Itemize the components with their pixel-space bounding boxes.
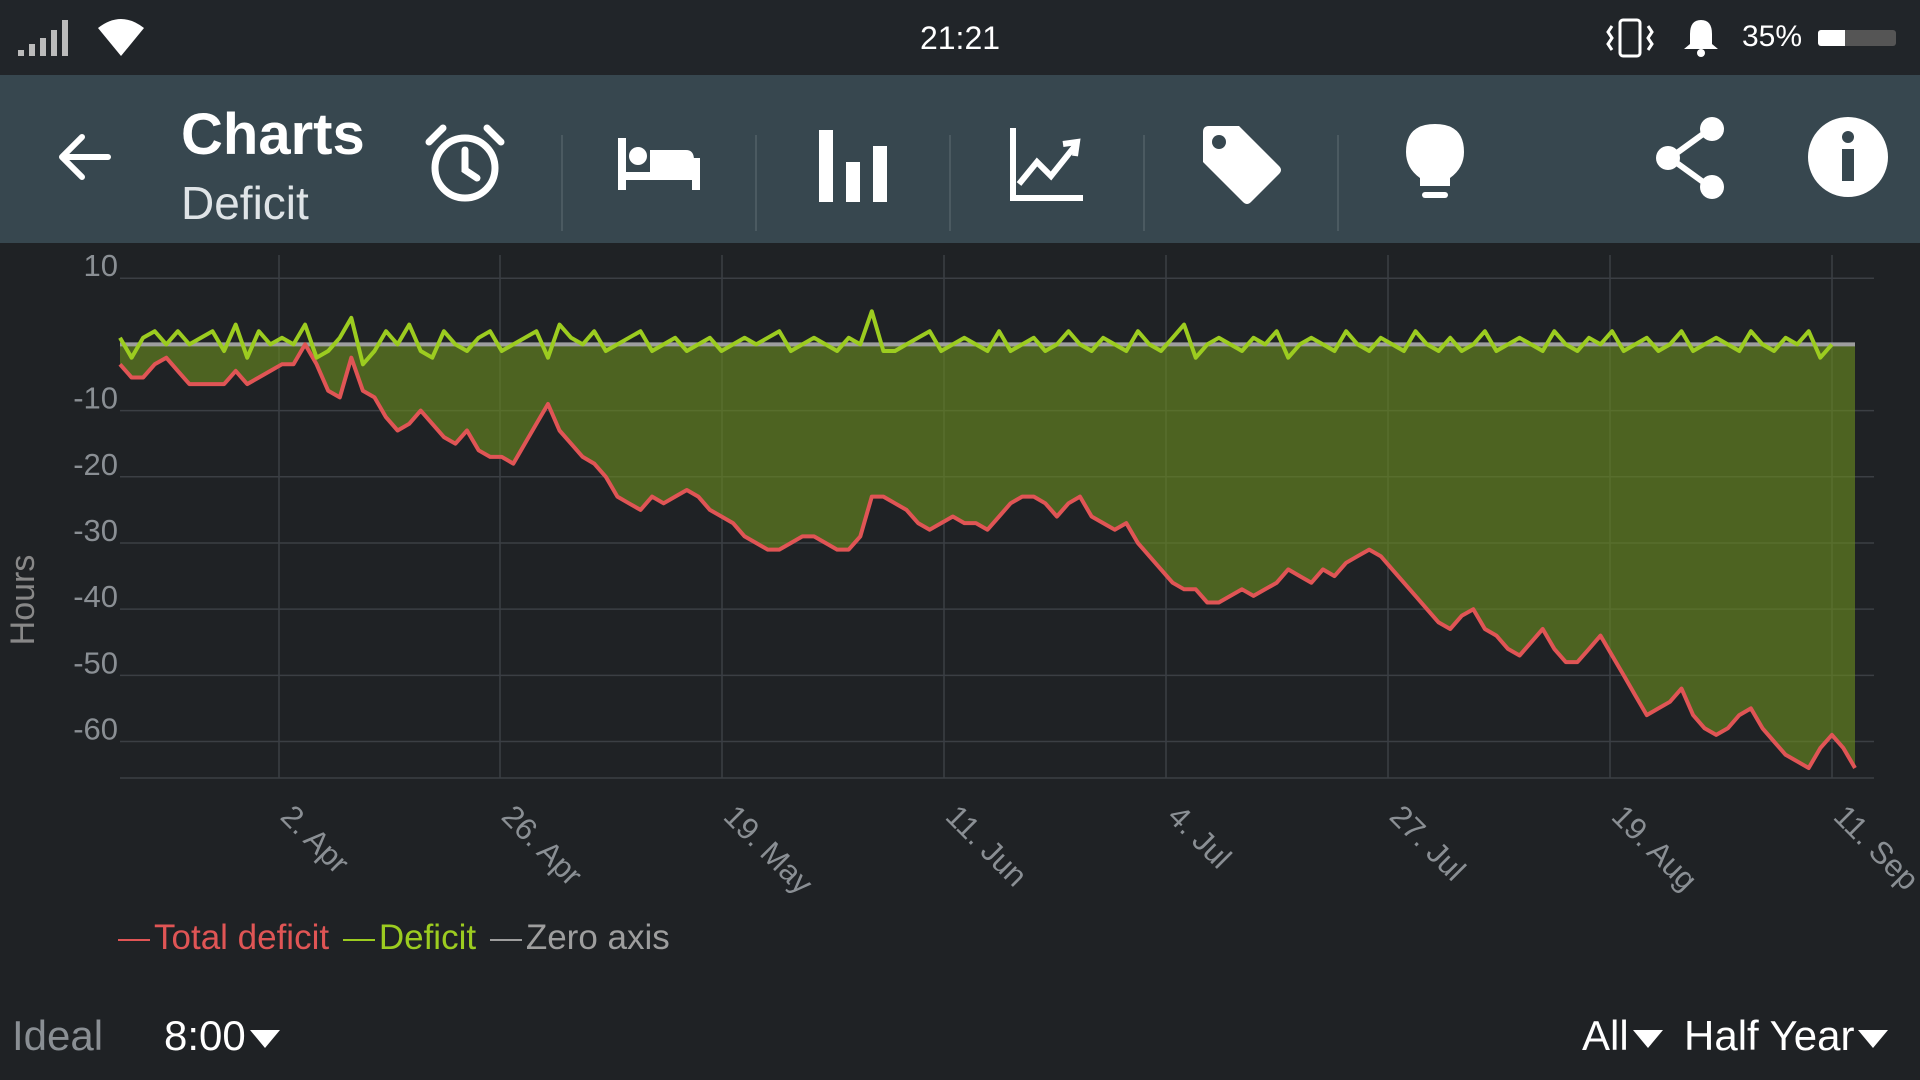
x-tick-label: 4. Jul (1161, 798, 1238, 875)
y-tick-label: -20 (73, 447, 118, 482)
alarm-clock-button[interactable] (417, 109, 513, 219)
dropdown-caret-icon (1858, 1029, 1889, 1048)
total-deficit-line (118, 342, 1857, 770)
x-tick-label: 2. Apr (274, 798, 356, 880)
ideal-value-dropdown[interactable]: 8:00 (164, 1012, 280, 1060)
x-tick-label: 11. Jun (939, 798, 1034, 893)
alarm-bell-icon (1684, 20, 1718, 57)
signal-icon (18, 20, 68, 56)
y-axis-label: Hours (4, 555, 42, 646)
alarm-clock-icon (425, 124, 505, 202)
x-tick-label: 19. May (717, 798, 820, 901)
y-tick-label: -60 (73, 712, 118, 747)
page-title: Charts (181, 102, 365, 167)
lightbulb-icon (1406, 124, 1464, 198)
toolbar-separator (561, 135, 563, 231)
legend-swatch-deficit (342, 938, 375, 941)
battery-icon (1818, 30, 1896, 46)
status-time: 21:21 (919, 20, 1001, 56)
range-value-text: Half Year (1684, 1012, 1855, 1059)
legend-swatch-zero (489, 938, 522, 941)
app-bar: Charts Deficit (0, 75, 1920, 243)
legend-swatch-total (118, 938, 150, 941)
legend-deficit: Deficit (378, 918, 477, 957)
legend-zero-axis: Zero axis (525, 918, 670, 957)
tag-button[interactable] (1193, 109, 1289, 219)
page-subtitle: Deficit (181, 177, 309, 229)
dropdown-caret-icon (249, 1029, 280, 1048)
legend-total-deficit: Total deficit (154, 918, 330, 957)
filter-value-text: All (1582, 1012, 1629, 1059)
bottom-bar: Ideal 8:00 All Half Year (0, 1000, 1920, 1080)
info-icon[interactable] (1806, 115, 1890, 199)
deficit-chart: 10 -10 -20 -30 -40 -50 -60 2. Apr 26. Apr 19. Ma… (4, 248, 1920, 901)
bar-chart-icon (819, 130, 887, 202)
y-tick-label: -50 (73, 645, 118, 680)
toolbar-separator (1337, 135, 1339, 231)
range-dropdown[interactable]: Half Year (1684, 1012, 1889, 1060)
y-tick-label: 10 (84, 248, 118, 283)
y-tick-label: -30 (73, 513, 118, 548)
x-tick-label: 26. Apr (495, 798, 589, 892)
x-tick-label: 27. Jul (1383, 798, 1472, 887)
tag-icon (1203, 126, 1281, 204)
bed-icon (618, 138, 700, 190)
deficit-line (118, 309, 1834, 367)
bed-button[interactable] (611, 109, 707, 219)
lightbulb-button[interactable] (1387, 109, 1483, 219)
y-tick-label: -10 (73, 381, 118, 416)
ideal-label: Ideal (12, 1012, 104, 1059)
deficit-fill-area (120, 344, 1855, 768)
toolbar-separator (949, 135, 951, 231)
wifi-icon (98, 19, 144, 56)
back-arrow-icon[interactable] (52, 125, 116, 189)
y-tick-label: -40 (73, 579, 118, 614)
status-bar: 21:21 35% (0, 0, 1920, 75)
ideal-value-text: 8:00 (164, 1012, 246, 1059)
trend-chart-button[interactable] (999, 109, 1095, 219)
bar-chart-button[interactable] (805, 109, 901, 219)
battery-text: 35% (1742, 20, 1803, 53)
x-tick-label: 11. Sep (1827, 798, 1920, 897)
x-tick-label: 19. Aug (1605, 798, 1704, 897)
share-icon[interactable] (1650, 115, 1730, 201)
dropdown-caret-icon (1632, 1029, 1663, 1048)
toolbar-separator (755, 135, 757, 231)
toolbar-separator (1143, 135, 1145, 231)
vibrate-icon (1606, 18, 1654, 58)
chart-legend: Total deficit Deficit Zero axis (118, 918, 674, 958)
filter-dropdown[interactable]: All (1582, 1012, 1663, 1060)
trend-chart-icon (1010, 128, 1083, 201)
